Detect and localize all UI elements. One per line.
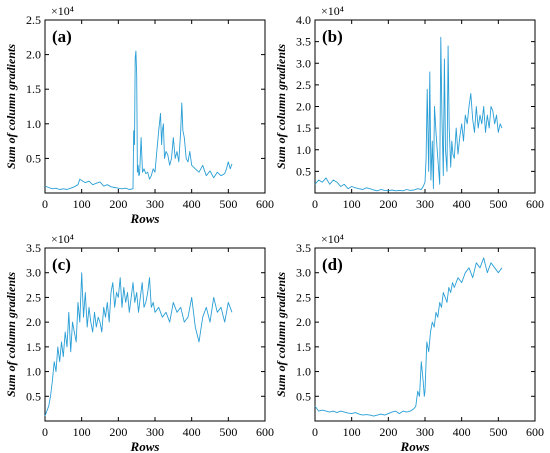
x-tick-label: 0 xyxy=(42,425,48,439)
y-tick-label: 2.5 xyxy=(296,290,311,304)
x-tick-label: 600 xyxy=(256,425,274,439)
x-tick-label: 500 xyxy=(219,425,237,439)
y-tick-label: 2.0 xyxy=(26,48,41,62)
x-tick-label: 200 xyxy=(109,197,127,211)
x-tick-label: 100 xyxy=(343,425,361,439)
x-tick-label: 200 xyxy=(109,425,127,439)
axes-frame xyxy=(314,247,536,422)
series-line xyxy=(314,36,503,192)
y-tick-label: 3.0 xyxy=(296,266,311,280)
y-tick-label: 0.5 xyxy=(296,389,311,403)
y-exponent-label: ×10⁴ xyxy=(51,232,74,246)
y-tick-label: 1.5 xyxy=(296,340,311,354)
x-tick-label: 100 xyxy=(343,197,361,211)
y-tick-label: 4.0 xyxy=(296,13,311,27)
x-tick-label: 300 xyxy=(416,197,434,211)
y-tick-label: 2.0 xyxy=(296,315,311,329)
x-tick-label: 400 xyxy=(453,197,471,211)
y-axis-label: Sum of column gradients xyxy=(4,44,18,169)
y-exponent-label: ×10⁴ xyxy=(321,232,344,246)
y-tick-label: 3.0 xyxy=(26,266,41,280)
x-tick-label: 500 xyxy=(489,197,507,211)
y-tick-label: 2.5 xyxy=(26,290,41,304)
y-tick-label: 3.5 xyxy=(296,241,311,255)
y-tick-label: 1.5 xyxy=(26,82,41,96)
panel-label: (d) xyxy=(322,255,343,274)
y-tick-label: 2.5 xyxy=(296,78,311,92)
series-line xyxy=(314,257,503,417)
y-tick-label: 0.5 xyxy=(26,151,41,165)
y-tick-label: 1.0 xyxy=(26,365,41,379)
x-tick-label: 300 xyxy=(146,425,164,439)
axes-frame xyxy=(314,19,536,194)
x-tick-label: 200 xyxy=(379,197,397,211)
y-axis-label: Sum of column gradients xyxy=(274,44,288,169)
y-tick-label: 1.0 xyxy=(26,117,41,131)
y-tick-label: 1.5 xyxy=(26,340,41,354)
x-tick-label: 600 xyxy=(256,197,274,211)
y-tick-label: 0.5 xyxy=(296,164,311,178)
series-line xyxy=(44,50,233,190)
x-tick-label: 400 xyxy=(453,425,471,439)
y-axis-label: Sum of column gradients xyxy=(274,272,288,397)
y-tick-label: 2.0 xyxy=(26,315,41,329)
series-line xyxy=(44,272,233,417)
y-exponent-label: ×10⁴ xyxy=(321,4,344,18)
x-tick-label: 300 xyxy=(146,197,164,211)
y-tick-label: 0.5 xyxy=(26,389,41,403)
x-tick-label: 200 xyxy=(379,425,397,439)
y-tick-label: 1.0 xyxy=(296,143,311,157)
x-tick-label: 400 xyxy=(183,197,201,211)
x-axis-label: Rows xyxy=(400,439,430,453)
x-tick-label: 0 xyxy=(312,197,318,211)
x-tick-label: 100 xyxy=(73,197,91,211)
x-tick-label: 500 xyxy=(219,197,237,211)
x-tick-label: 0 xyxy=(312,425,318,439)
x-tick-label: 300 xyxy=(416,425,434,439)
x-tick-label: 600 xyxy=(526,197,544,211)
y-axis-label: Sum of column gradients xyxy=(4,272,18,397)
subplot-2: 0 100 200 300 400 500 600 0.5 1.0 1.5 2.0 2.5 3.0 3.5… xyxy=(274,4,544,211)
y-exponent-label: ×10⁴ xyxy=(51,4,74,18)
y-tick-label: 3.0 xyxy=(296,56,311,70)
x-tick-label: 600 xyxy=(526,425,544,439)
x-tick-label: 500 xyxy=(489,425,507,439)
y-tick-label: 3.5 xyxy=(296,35,311,49)
x-axis-label: Rows xyxy=(130,439,160,453)
panel-label: (b) xyxy=(322,27,343,46)
x-axis-label: Rows xyxy=(130,211,160,226)
y-tick-label: 2.0 xyxy=(296,100,311,114)
axes-frame xyxy=(44,247,266,422)
x-tick-label: 400 xyxy=(183,425,201,439)
y-tick-label: 2.5 xyxy=(26,13,41,27)
subplot-3: 0 100 200 300 400 500 600 0.5 1.0 1.5 2.0 2.5 3.0 3.5… xyxy=(4,232,274,453)
x-tick-label: 0 xyxy=(42,197,48,211)
subplot-4: 0 100 200 300 400 500 600 0.5 1.0 1.5 2.0 2.5 3.0 3.5… xyxy=(274,232,544,453)
panel-label: (a) xyxy=(52,27,72,46)
y-tick-label: 1.0 xyxy=(296,365,311,379)
panel-label: (c) xyxy=(52,255,71,274)
subplot-1: 0 100 200 300 400 500 600 0.5 1.0 1.5 2.0 2.5 ×10⁴ Su… xyxy=(4,4,274,226)
x-tick-label: 100 xyxy=(73,425,91,439)
y-tick-label: 1.5 xyxy=(296,121,311,135)
y-tick-label: 3.5 xyxy=(26,241,41,255)
